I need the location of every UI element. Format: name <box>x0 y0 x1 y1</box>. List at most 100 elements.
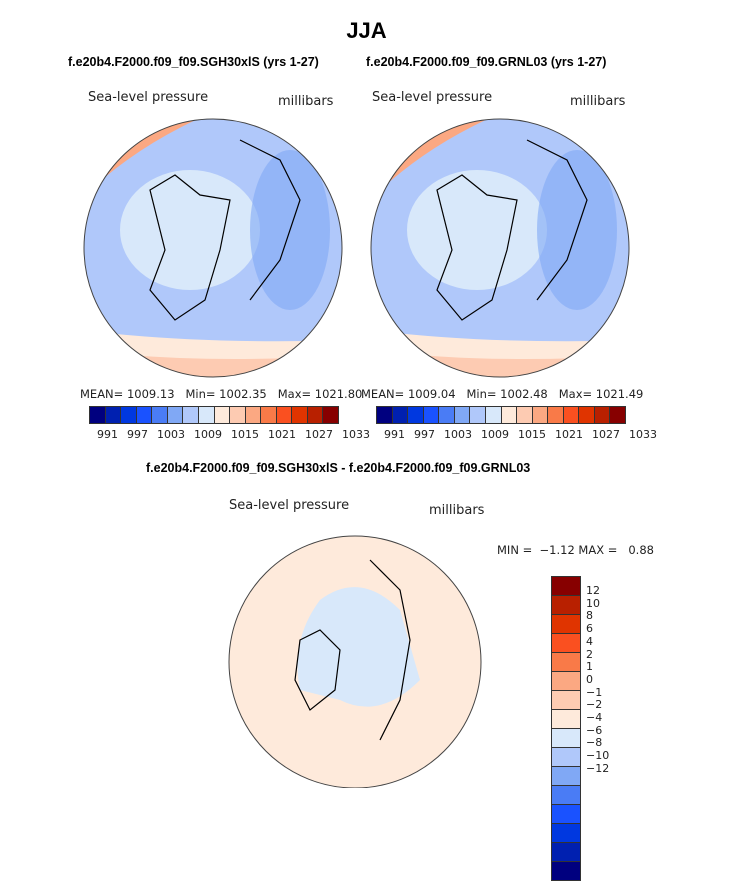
colorbar-cell <box>552 672 580 691</box>
colorbar-tick-label: −2 <box>586 698 603 712</box>
plot-title: JJA <box>346 18 387 43</box>
colorbar-cell <box>183 407 199 423</box>
map-panel-1 <box>84 119 342 377</box>
colorbar-cell <box>261 407 277 423</box>
colorbar-cell <box>485 407 502 423</box>
colorbar-cell <box>292 407 308 423</box>
colorbar-tick-label: 1033 <box>629 428 657 441</box>
colorbar-tick-label: −8 <box>586 736 603 750</box>
colorbar-cell <box>552 843 580 862</box>
colorbar-cell <box>552 862 580 880</box>
panel-2-subtitle: f.e20b4.F2000.f09_f09.GRNL03 (yrs 1-27) <box>366 55 607 69</box>
colorbar-cell <box>552 577 580 596</box>
colorbar-panel-2 <box>376 406 626 424</box>
colorbar-cell <box>552 596 580 615</box>
colorbar-cell <box>439 407 455 423</box>
colorbar-cell <box>552 634 580 653</box>
colorbar-tick-label: 1021 <box>555 428 583 441</box>
panel-2-stats: MEAN= 1009.04 Min= 1002.48 Max= 1021.49 <box>361 387 644 401</box>
colorbar-cell <box>245 407 262 423</box>
colorbar-cell <box>548 407 564 423</box>
colorbar-ticks-1: 991 997 1003 1009 1015 1021 1027 1033 <box>97 428 370 441</box>
colorbar-cell <box>214 407 231 423</box>
colorbar-tick-label: 1015 <box>518 428 546 441</box>
colorbar-cell <box>276 407 293 423</box>
colorbar-difference <box>551 576 581 881</box>
colorbar-cell <box>307 407 324 423</box>
colorbar-tick-label: −6 <box>586 723 603 737</box>
colorbar-cell <box>136 407 153 423</box>
colorbar-tick-label: 4 <box>586 634 593 648</box>
colorbar-cell <box>167 407 184 423</box>
colorbar-ticks-2: 991 997 1003 1009 1015 1021 1027 1033 <box>384 428 657 441</box>
panel-1-variable: Sea-level pressure <box>88 90 209 105</box>
colorbar-cell <box>408 407 424 423</box>
colorbar-cell <box>121 407 137 423</box>
panel-1-units: millibars <box>278 94 334 109</box>
colorbar-tick-label: −1 <box>586 685 603 699</box>
panel-1-subtitle: f.e20b4.F2000.f09_f09.SGH30xlS (yrs 1-27… <box>68 55 319 69</box>
polar-maps <box>83 118 630 788</box>
colorbar-cell <box>377 407 393 423</box>
colorbar-cell <box>552 710 580 729</box>
colorbar-cell <box>423 407 440 423</box>
colorbar-cell <box>563 407 580 423</box>
panel-2-variable: Sea-level pressure <box>372 90 493 105</box>
map-difference <box>229 536 481 788</box>
colorbar-cell <box>552 653 580 672</box>
colorbar-cell <box>552 748 580 767</box>
colorbar-cell <box>470 407 486 423</box>
colorbar-tick-label: 991 <box>97 428 118 441</box>
colorbar-tick-label: 1027 <box>592 428 620 441</box>
colorbar-cell <box>230 407 246 423</box>
colorbar-tick-label: −10 <box>586 749 610 763</box>
colorbar-tick-label: 6 <box>586 622 593 636</box>
colorbar-tick-label: −4 <box>586 711 603 724</box>
colorbar-tick-label: 10 <box>586 596 600 610</box>
colorbar-cell <box>105 407 122 423</box>
colorbar-tick-label: 1033 <box>342 428 370 441</box>
colorbar-cell <box>579 407 595 423</box>
colorbar-tick-label: 0 <box>586 672 593 686</box>
colorbar-tick-label: 1009 <box>194 428 222 441</box>
colorbar-cell <box>392 407 409 423</box>
colorbar-tick-label: 997 <box>414 428 435 441</box>
colorbar-tick-label: −12 <box>586 761 610 775</box>
diff-variable: Sea-level pressure <box>229 498 350 513</box>
colorbar-tick-label: 1015 <box>231 428 259 441</box>
colorbar-cell <box>552 691 580 710</box>
colorbar-cell <box>552 767 580 786</box>
colorbar-tick-label: 1009 <box>481 428 509 441</box>
colorbar-cell <box>610 407 625 423</box>
colorbar-cell <box>501 407 518 423</box>
colorbar-panel-1 <box>89 406 339 424</box>
colorbar-tick-label: 1003 <box>444 428 472 441</box>
colorbar-cell <box>454 407 471 423</box>
colorbar-cell <box>517 407 533 423</box>
diff-minmax: MIN = −1.12 MAX = 0.88 <box>497 543 654 557</box>
colorbar-tick-label: 1027 <box>305 428 333 441</box>
panel-2-units: millibars <box>570 94 626 109</box>
colorbar-tick-label: 1 <box>586 660 593 674</box>
diff-units: millibars <box>429 503 485 518</box>
colorbar-tick-label: 2 <box>586 647 593 661</box>
colorbar-cell <box>552 824 580 843</box>
colorbar-cell <box>323 407 338 423</box>
colorbar-cell <box>152 407 168 423</box>
colorbar-tick-label: 1003 <box>157 428 185 441</box>
colorbar-tick-label: 12 <box>586 584 600 597</box>
colorbar-cell <box>594 407 611 423</box>
colorbar-cell <box>532 407 549 423</box>
colorbar-cell <box>198 407 215 423</box>
colorbar-tick-label: 1021 <box>268 428 296 441</box>
colorbar-tick-label: 8 <box>586 609 593 623</box>
colorbar-cell <box>552 729 580 748</box>
colorbar-cell <box>90 407 106 423</box>
colorbar-cell <box>552 786 580 805</box>
colorbar-tick-label: 991 <box>384 428 405 441</box>
map-panel-2 <box>371 119 629 377</box>
colorbar-tick-label: 997 <box>127 428 148 441</box>
colorbar-cell <box>552 805 580 824</box>
colorbar-cell <box>552 615 580 634</box>
panel-1-stats: MEAN= 1009.13 Min= 1002.35 Max= 1021.80 <box>80 387 363 401</box>
